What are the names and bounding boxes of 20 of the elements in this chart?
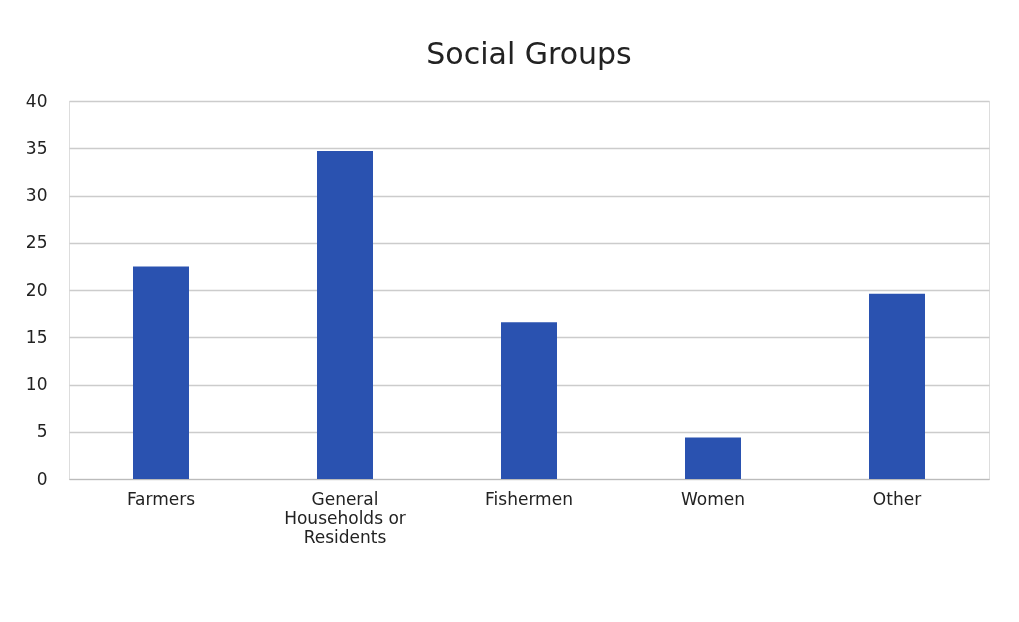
y-tick-label: 0 [36,468,48,489]
x-tick-label: Fishermen [485,488,573,509]
bar [869,293,925,479]
chart-title: Social Groups [426,36,632,71]
x-tick-label: Farmers [126,488,196,509]
bar [685,437,741,479]
x-tick-label: General Households or Residents [284,488,406,547]
y-tick-label: 40 [25,90,48,111]
bar [501,322,557,479]
x-tick-label: Other [872,488,922,509]
y-tick-label: 30 [25,185,48,205]
x-tick-label: Women [680,488,746,509]
y-tick-label: 15 [25,326,48,347]
y-tick-label: 5 [36,421,48,442]
bar [133,266,189,479]
y-tick-label: 20 [25,279,48,300]
bar [317,151,373,479]
y-tick-label: 35 [25,137,48,158]
y-tick-label: 10 [25,374,48,394]
y-tick-label: 25 [25,232,48,253]
